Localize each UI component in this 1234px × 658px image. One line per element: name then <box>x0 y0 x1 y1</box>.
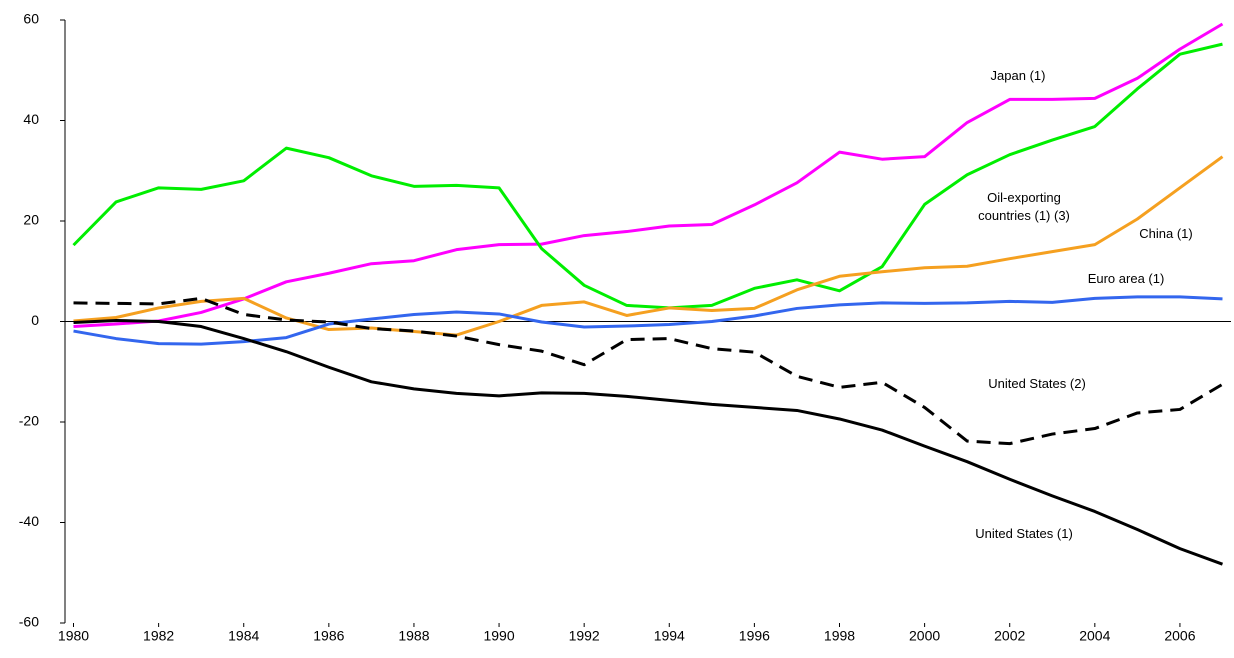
series-line <box>73 22 1224 329</box>
series-label: United States (1) <box>975 526 1073 541</box>
x-tick-label: 1986 <box>313 628 344 644</box>
x-tick-label: 2000 <box>909 628 940 644</box>
y-tick-label: -60 <box>19 614 39 630</box>
x-tick-label: 1996 <box>739 628 770 644</box>
x-tick-label: 1984 <box>228 628 259 644</box>
x-tick-label: 1998 <box>824 628 855 644</box>
x-tick-label: 1990 <box>483 628 514 644</box>
y-tick-label: 60 <box>23 11 39 27</box>
series-line <box>73 155 1224 337</box>
series-label: Japan (1) <box>990 68 1046 83</box>
x-tick-label: 1982 <box>143 628 174 644</box>
x-tick-label: 1980 <box>58 628 89 644</box>
series-label: Euro area (1) <box>1087 271 1165 286</box>
y-tick-label: -40 <box>19 513 39 529</box>
y-tick-label: 0 <box>31 312 39 328</box>
y-tick-label: 40 <box>23 111 39 127</box>
x-tick-label: 2002 <box>994 628 1025 644</box>
y-tick-label: 20 <box>23 212 39 228</box>
series-label: United States (2) <box>988 376 1086 391</box>
x-tick-label: 2004 <box>1079 628 1110 644</box>
series-line <box>73 318 1224 566</box>
series-label: China (1) <box>1139 226 1193 241</box>
series-line <box>73 295 1223 346</box>
y-tick-label: -20 <box>19 413 39 429</box>
x-tick-label: 1988 <box>398 628 429 644</box>
x-tick-label: 2006 <box>1164 628 1195 644</box>
series-line <box>73 296 1224 446</box>
series-label: Oil-exporting countries (1) (3) <box>978 190 1070 223</box>
x-tick-label: 1994 <box>654 628 685 644</box>
x-tick-label: 1992 <box>569 628 600 644</box>
series-line <box>72 42 1223 310</box>
